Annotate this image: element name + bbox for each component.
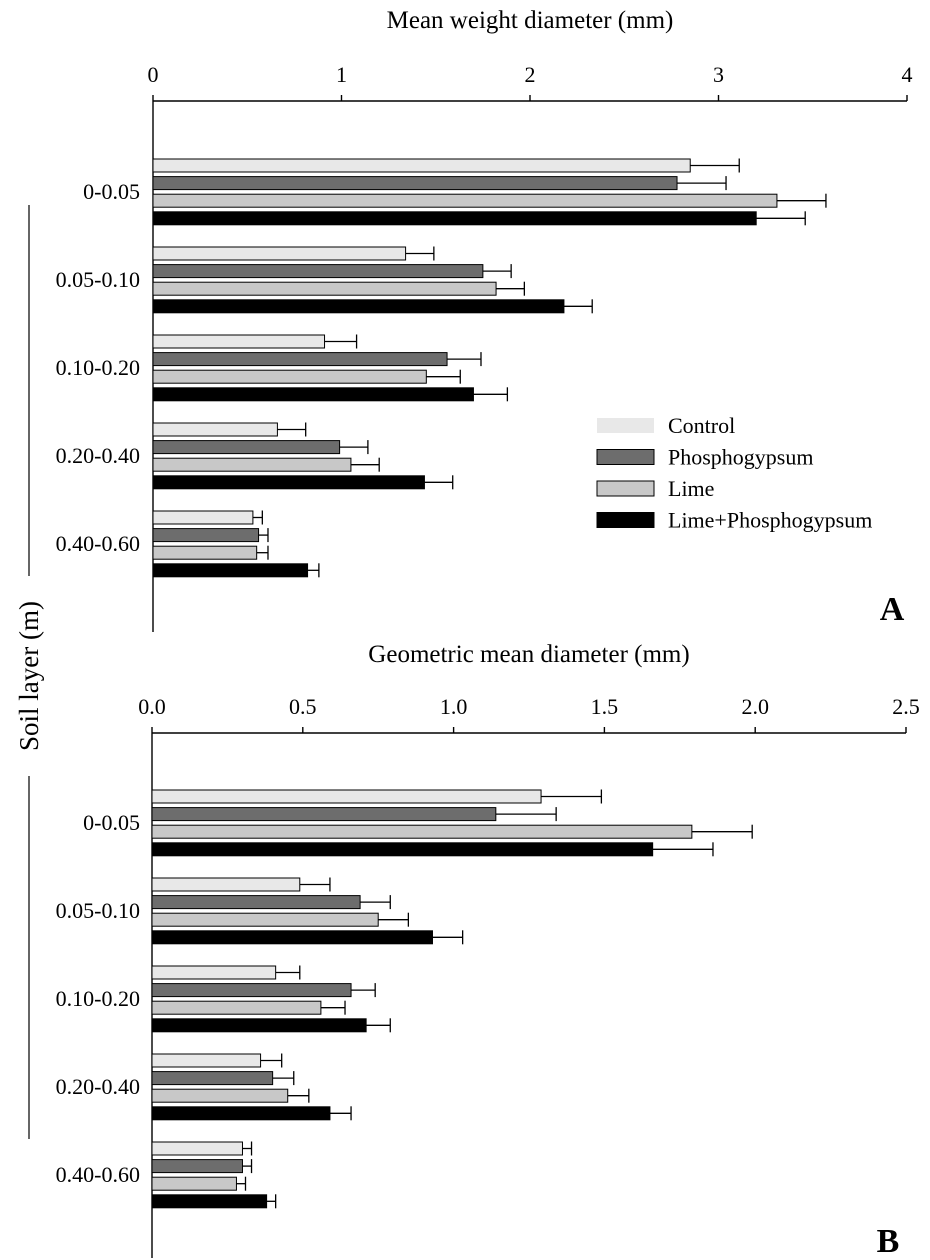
bar bbox=[151, 1053, 262, 1068]
legend-swatch bbox=[597, 418, 654, 433]
panel-letter: B bbox=[877, 1223, 900, 1260]
bar bbox=[152, 510, 254, 525]
category-label: 0.10-0.20 bbox=[56, 355, 140, 380]
category-label: 0.10-0.20 bbox=[56, 986, 140, 1011]
bar bbox=[152, 211, 757, 226]
bar bbox=[151, 789, 542, 804]
bar bbox=[151, 1106, 331, 1121]
category-label: 0.20-0.40 bbox=[56, 1074, 140, 1099]
bar bbox=[151, 1194, 268, 1209]
bar bbox=[151, 1176, 237, 1191]
x-axis-title: Geometric mean diameter (mm) bbox=[368, 641, 689, 668]
legend-label: Control bbox=[668, 413, 735, 438]
x-tick-label: 2 bbox=[525, 62, 536, 87]
bar bbox=[151, 807, 497, 822]
x-axis-title: Mean weight diameter (mm) bbox=[387, 7, 674, 34]
panel-b: Geometric mean diameter (mm) 0.0 0.5 1.0 1.5… bbox=[56, 641, 920, 1260]
x-tick-label: 2.5 bbox=[892, 694, 920, 719]
x-tick-label: 0.0 bbox=[138, 694, 166, 719]
x-tick-label: 3 bbox=[713, 62, 724, 87]
bar bbox=[151, 1000, 322, 1015]
category-label: 0.05-0.10 bbox=[56, 267, 140, 292]
bar bbox=[151, 1141, 243, 1156]
bar bbox=[152, 299, 565, 314]
x-tick-label: 1.5 bbox=[591, 694, 619, 719]
category-label: 0.40-0.60 bbox=[56, 531, 140, 556]
legend-swatch bbox=[596, 512, 655, 528]
x-tick-label: 1 bbox=[336, 62, 347, 87]
panel-a: Mean weight diameter (mm) 0 1 2 3 4 0-0.05 0.05… bbox=[56, 7, 913, 632]
bar bbox=[151, 1159, 243, 1174]
bar bbox=[151, 1071, 274, 1086]
category-label: 0-0.05 bbox=[83, 179, 140, 204]
bar bbox=[151, 912, 379, 927]
x-tick-label: 4 bbox=[902, 62, 913, 87]
category-label: 0.05-0.10 bbox=[56, 898, 140, 923]
bar bbox=[152, 264, 484, 279]
bar bbox=[151, 877, 301, 892]
bar bbox=[152, 193, 778, 208]
x-tick-label: 0.5 bbox=[289, 694, 317, 719]
legend-label: Phosphogypsum bbox=[668, 445, 813, 470]
x-tick-label: 0 bbox=[148, 62, 159, 87]
category-label: 0.40-0.60 bbox=[56, 1162, 140, 1187]
bar bbox=[152, 158, 691, 173]
category-label: 0-0.05 bbox=[83, 810, 140, 835]
bar bbox=[151, 1018, 367, 1033]
x-tick-label: 1.0 bbox=[440, 694, 468, 719]
shared-ylabel: Soil layer (m) bbox=[14, 601, 44, 751]
legend: Control Phosphogypsum Lime Lime+Phosphogyps… bbox=[596, 413, 872, 533]
bar bbox=[152, 246, 407, 261]
bar bbox=[152, 440, 341, 455]
bar bbox=[151, 965, 277, 980]
bar bbox=[152, 422, 278, 437]
shared-annotations: Soil layer (m) bbox=[14, 205, 44, 1139]
bar bbox=[151, 983, 352, 998]
legend-label: Lime bbox=[668, 476, 714, 501]
x-tick-label: 2.0 bbox=[741, 694, 769, 719]
shared-ylabel-gap bbox=[14, 576, 44, 776]
legend-swatch bbox=[596, 449, 655, 465]
bar bbox=[151, 930, 433, 945]
bar bbox=[152, 281, 497, 296]
bar bbox=[151, 842, 654, 857]
bar bbox=[152, 176, 678, 191]
bar bbox=[152, 545, 258, 560]
bar bbox=[152, 457, 352, 472]
bar bbox=[152, 563, 309, 578]
bar bbox=[152, 352, 448, 367]
legend-label: Lime+Phosphogypsum bbox=[668, 508, 872, 533]
bar bbox=[151, 824, 693, 839]
bar bbox=[152, 475, 425, 490]
bar bbox=[152, 528, 260, 543]
category-label: 0.20-0.40 bbox=[56, 443, 140, 468]
bar bbox=[152, 387, 474, 402]
bar bbox=[152, 334, 326, 349]
bar bbox=[151, 1088, 289, 1103]
legend-swatch bbox=[596, 480, 655, 497]
bar bbox=[151, 895, 361, 910]
panel-letter: A bbox=[880, 591, 905, 628]
bar bbox=[152, 369, 427, 384]
